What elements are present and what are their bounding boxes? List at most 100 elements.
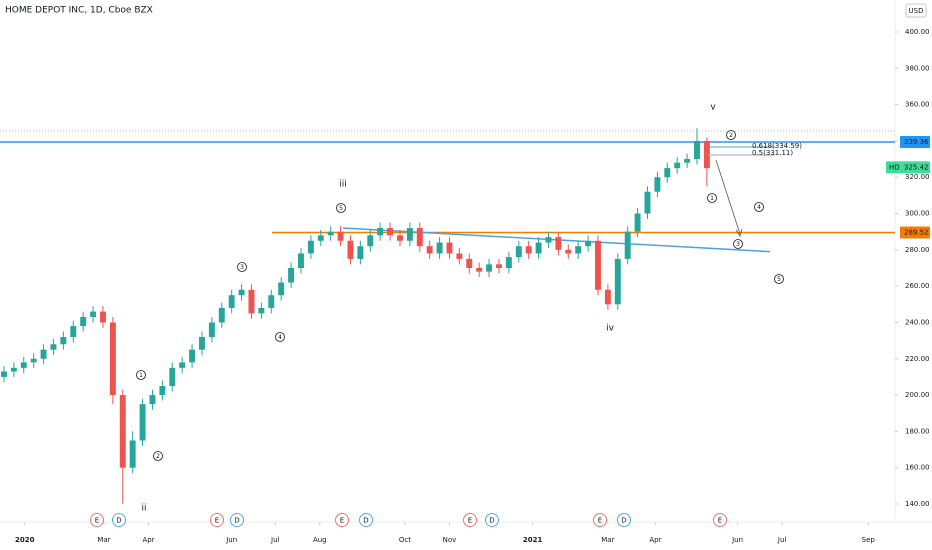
resistance-price-bg [900, 136, 930, 149]
event-marker[interactable] [90, 513, 104, 527]
candle-body [446, 242, 453, 254]
candle-body [268, 295, 275, 308]
candle-body [545, 237, 552, 243]
candle-body [169, 367, 176, 387]
candle-body [10, 367, 17, 372]
x-tick-label: Apr [649, 536, 661, 544]
event-label: E [95, 517, 99, 525]
candle-body [426, 246, 433, 254]
event-marker[interactable] [463, 513, 477, 527]
candle-body [476, 267, 483, 272]
y-tick-label: 140.00 [905, 500, 930, 508]
candle-body [208, 322, 215, 337]
event-marker[interactable] [112, 513, 126, 527]
fib-label: 0.618(334.59) [752, 142, 802, 150]
resistance-price: 339.36 [904, 138, 929, 146]
x-tick-label: Jun [731, 536, 743, 544]
candle-body [456, 253, 463, 259]
x-tick-label: Jul [270, 536, 280, 544]
event-label: E [340, 517, 344, 525]
event-marker[interactable] [485, 513, 499, 527]
candle-body [347, 240, 354, 259]
y-tick-label: 160.00 [905, 464, 930, 472]
candle-body [357, 246, 364, 259]
event-marker[interactable] [593, 513, 607, 527]
candle-body [664, 168, 671, 178]
last-price: 325.42 [904, 163, 929, 171]
wave-number: 3 [736, 241, 740, 248]
candle-body [377, 228, 384, 236]
candle-body [248, 289, 255, 314]
wave-circle [153, 451, 163, 461]
candle-body [466, 258, 473, 268]
candle-body [604, 289, 611, 305]
x-tick-label: Jun [225, 536, 237, 544]
event-label: D [621, 517, 626, 525]
x-tick-label: Nov [443, 536, 457, 544]
candle-body [60, 336, 67, 345]
candle-body [129, 440, 136, 468]
candle-body [40, 349, 47, 359]
x-tick-label: 2020 [15, 536, 35, 544]
candle-body [674, 162, 681, 169]
candle-body [496, 264, 502, 268]
wave-number: 3 [240, 264, 244, 271]
wave-number: 2 [156, 453, 160, 460]
candle-body [218, 307, 225, 323]
candle-body [525, 246, 532, 254]
wave-circle [275, 332, 285, 342]
candle-body [228, 295, 235, 308]
candle-body [238, 289, 245, 296]
candle-body [397, 235, 403, 241]
candle-body [505, 257, 512, 268]
event-label: D [234, 517, 239, 525]
candle-body [189, 349, 196, 363]
x-tick-label: Aug [313, 536, 327, 544]
candle-body [90, 311, 97, 318]
event-marker[interactable] [335, 513, 349, 527]
candle-body [307, 240, 314, 254]
event-marker[interactable] [210, 513, 224, 527]
candle-body [535, 242, 542, 254]
candle-body [624, 231, 631, 259]
candle-body [0, 371, 7, 377]
event-marker[interactable] [230, 513, 244, 527]
candle-body [644, 191, 651, 214]
candle-body [99, 311, 106, 323]
candle-body [406, 228, 413, 241]
x-tick-label: Apr [142, 536, 154, 544]
event-label: E [598, 517, 602, 525]
candle-body [515, 246, 522, 258]
candle-body [159, 386, 166, 396]
currency-box[interactable] [905, 3, 927, 18]
candle-body [149, 395, 156, 405]
candle-body [486, 264, 493, 272]
wave-label: iv [606, 324, 615, 334]
wave-circle [336, 203, 346, 213]
event-marker[interactable] [617, 513, 631, 527]
wave-number: 4 [757, 204, 761, 211]
wave-circle [754, 202, 764, 212]
x-tick-label: Mar [601, 536, 614, 544]
candle-body [139, 404, 146, 441]
x-tick-label: Mar [97, 536, 110, 544]
x-tick-label: Oct [399, 536, 411, 544]
candle-body [367, 235, 374, 247]
arrow-head [735, 228, 743, 237]
event-marker[interactable] [359, 513, 373, 527]
wave-number: 4 [278, 334, 282, 341]
candle-body [258, 307, 265, 314]
wave-circle [726, 130, 736, 140]
event-label: E [468, 517, 472, 525]
candle-body [70, 326, 77, 337]
wave-number: 5 [339, 205, 343, 212]
support-price: 289.52 [904, 229, 929, 237]
symbol: HD [889, 163, 900, 171]
event-marker[interactable] [713, 513, 727, 527]
y-tick-label: 380.00 [905, 64, 930, 72]
wave-circle [774, 274, 784, 284]
wave-number: 1 [710, 195, 714, 202]
y-tick-label: 360.00 [905, 101, 930, 109]
candle-body [30, 358, 37, 363]
